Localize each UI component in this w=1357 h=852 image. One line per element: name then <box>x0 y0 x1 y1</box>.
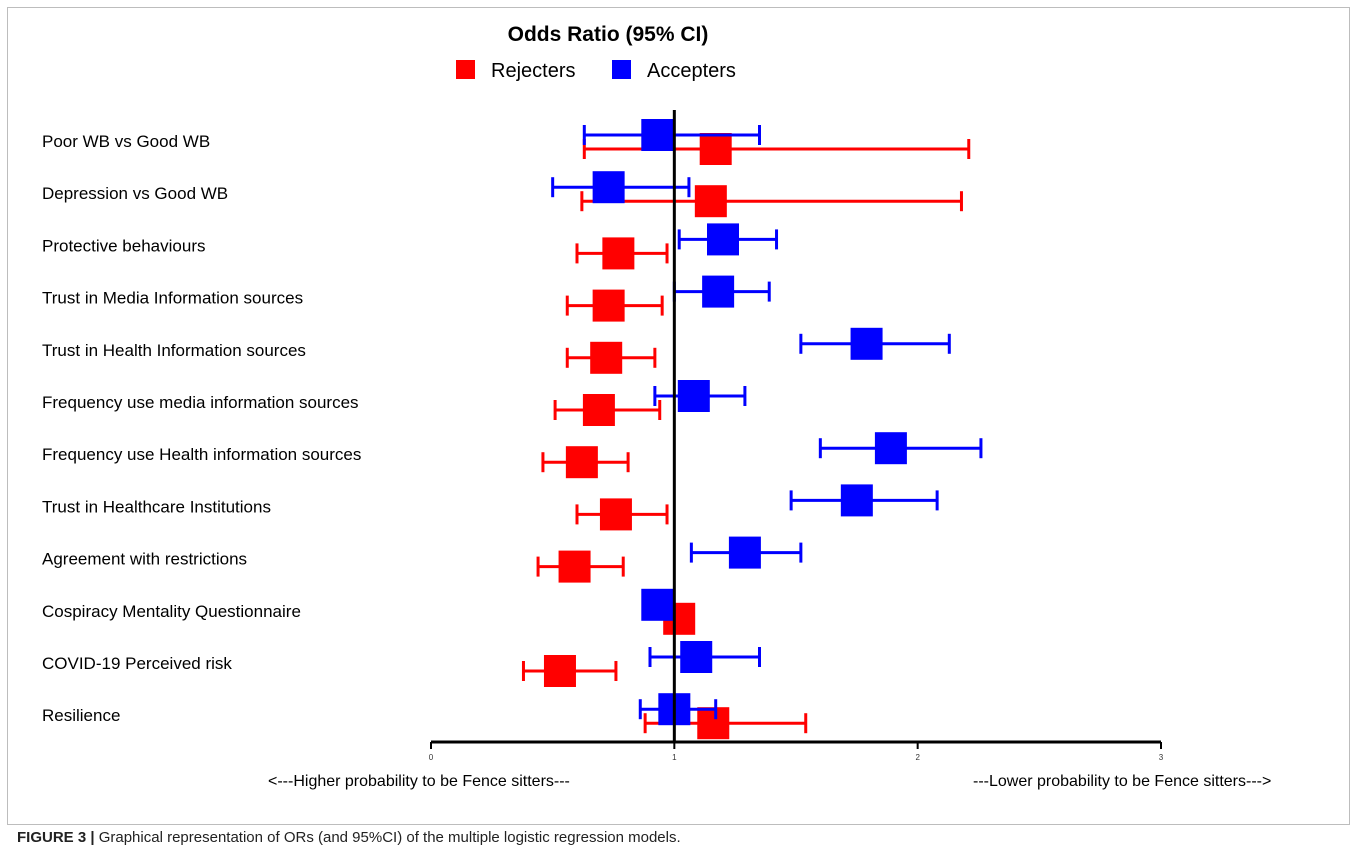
or-marker-rejecters <box>565 446 598 479</box>
ci-rejecters <box>536 550 625 583</box>
or-marker-rejecters <box>699 133 732 165</box>
row-label: Depression vs Good WB <box>42 184 228 203</box>
ci-accepters <box>789 484 939 517</box>
ci-accepters <box>582 119 761 151</box>
or-marker-rejecters <box>582 394 615 426</box>
row-label: Frequency use Health information sources <box>42 445 361 464</box>
ci-accepters <box>551 171 691 204</box>
figure-frame: Odds Ratio (95% CI) Rejecters Accepters P… <box>7 7 1350 825</box>
ci-accepters <box>653 380 747 412</box>
or-marker-rejecters <box>602 237 635 270</box>
row-label: Trust in Healthcare Institutions <box>42 497 271 516</box>
or-marker-accepters <box>850 327 883 360</box>
forest-plot: Odds Ratio (95% CI) Rejecters Accepters P… <box>42 23 1271 790</box>
x-left-annotation: <---Higher probability to be Fence sitte… <box>268 773 570 790</box>
ci-accepters <box>672 275 771 308</box>
ci-rejecters <box>565 289 664 322</box>
row-label: Protective behaviours <box>42 236 205 255</box>
caption-label: FIGURE 3 | <box>17 829 95 846</box>
figure-caption: FIGURE 3 | Graphical representation of O… <box>17 829 681 846</box>
chart-title: Odds Ratio (95% CI) <box>508 23 709 46</box>
or-marker-rejecters <box>592 289 625 322</box>
row-label: Cospiracy Mentality Questionnaire <box>42 602 301 621</box>
or-marker-accepters <box>641 119 674 151</box>
ci-rejecters <box>553 394 662 426</box>
or-marker-rejecters <box>590 341 623 374</box>
row-label: Trust in Media Information sources <box>42 289 303 308</box>
or-marker-rejecters <box>558 550 591 583</box>
or-marker-accepters <box>702 275 735 308</box>
or-marker-rejecters <box>599 498 632 531</box>
ci-accepters <box>648 641 761 673</box>
x-tick-label: 3 <box>1159 753 1164 762</box>
caption-text: Graphical representation of ORs (and 95%… <box>94 829 681 846</box>
row-label: Frequency use media information sources <box>42 393 359 412</box>
or-marker-accepters <box>641 588 674 621</box>
x-tick-label: 0 <box>429 753 434 762</box>
or-marker-rejecters <box>694 185 727 218</box>
x-axis: 0 1 2 3 <box>429 110 1164 762</box>
legend: Rejecters Accepters <box>456 60 736 82</box>
or-marker-accepters <box>728 536 761 569</box>
row-label: Poor WB vs Good WB <box>42 132 210 151</box>
legend-label-accepters: Accepters <box>647 60 736 82</box>
row-label: Agreement with restrictions <box>42 550 247 569</box>
ci-rejecters <box>565 341 657 374</box>
or-marker-accepters <box>707 223 739 256</box>
ci-rejecters <box>575 237 669 270</box>
ci-accepters <box>641 588 674 621</box>
or-marker-accepters <box>840 484 873 517</box>
ci-accepters <box>799 327 951 360</box>
or-marker-accepters <box>680 641 713 673</box>
ci-rejecters <box>580 185 963 218</box>
ci-rejecters <box>541 446 630 479</box>
or-marker-accepters <box>677 380 710 412</box>
ci-accepters <box>677 223 779 256</box>
x-tick-label: 2 <box>915 753 920 762</box>
row-label: Trust in Health Information sources <box>42 341 306 360</box>
or-marker-rejecters <box>697 707 730 740</box>
legend-swatch-accepters <box>612 60 631 79</box>
ci-accepters <box>689 536 803 569</box>
ci-rejecters <box>575 498 669 531</box>
ci-rejecters <box>521 655 618 687</box>
row-label: COVID-19 Perceived risk <box>42 654 232 673</box>
ci-accepters <box>818 432 983 465</box>
x-right-annotation: ---Lower probability to be Fence sitters… <box>973 773 1271 790</box>
row-label: Resilience <box>42 706 120 725</box>
or-marker-accepters <box>592 171 625 204</box>
or-marker-rejecters <box>543 655 576 687</box>
plot-rows: Poor WB vs Good WB Depression vs Good WB P… <box>42 119 983 740</box>
legend-swatch-rejecters <box>456 60 475 79</box>
x-tick-label: 1 <box>672 753 677 762</box>
or-marker-accepters <box>874 432 907 465</box>
legend-label-rejecters: Rejecters <box>491 60 575 82</box>
